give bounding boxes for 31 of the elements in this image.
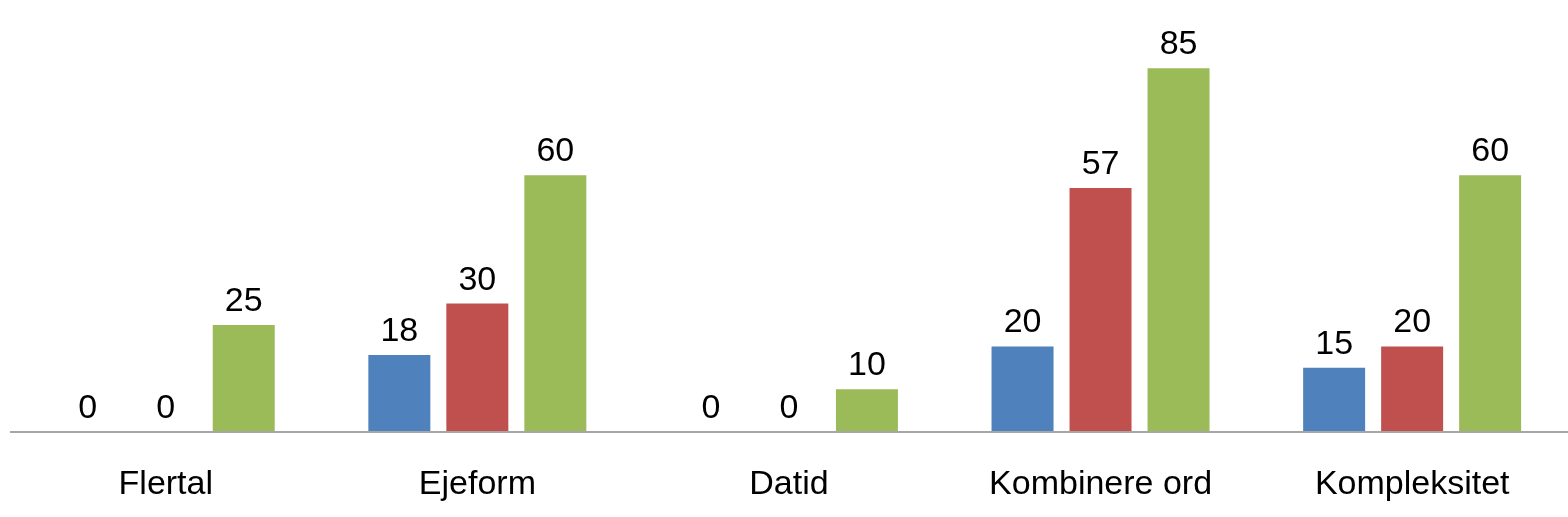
bar — [1459, 175, 1522, 432]
bar — [1147, 68, 1210, 432]
data-label: 20 — [1003, 301, 1042, 340]
data-label: 25 — [224, 280, 263, 318]
bar — [1381, 346, 1444, 432]
data-label: 18 — [380, 309, 419, 348]
data-label: 60 — [536, 130, 575, 169]
data-label: 0 — [779, 386, 799, 425]
data-label: 0 — [701, 386, 721, 425]
data-label: 15 — [1315, 322, 1354, 361]
data-label: 0 — [78, 386, 98, 425]
data-label: 57 — [1081, 143, 1120, 182]
data-label: 60 — [1471, 130, 1510, 169]
bar — [1069, 188, 1132, 432]
x-tick-label: Datid — [749, 463, 829, 502]
x-tick-label: Kombinere ord — [989, 463, 1213, 502]
bar — [212, 325, 275, 432]
x-tick-label: Kompleksitet — [1314, 463, 1511, 502]
data-label: 10 — [848, 344, 886, 383]
bar — [991, 346, 1054, 432]
x-tick-label: Flertal — [118, 463, 214, 502]
bar — [524, 175, 587, 432]
bar — [1303, 367, 1366, 432]
data-label: 30 — [458, 258, 497, 297]
bar — [835, 389, 898, 432]
x-tick-label: Ejeform — [418, 463, 536, 502]
bar — [368, 354, 431, 432]
data-label: 0 — [156, 386, 176, 425]
bar — [446, 303, 509, 432]
data-label: 20 — [1393, 301, 1432, 340]
data-label: 85 — [1159, 23, 1198, 62]
